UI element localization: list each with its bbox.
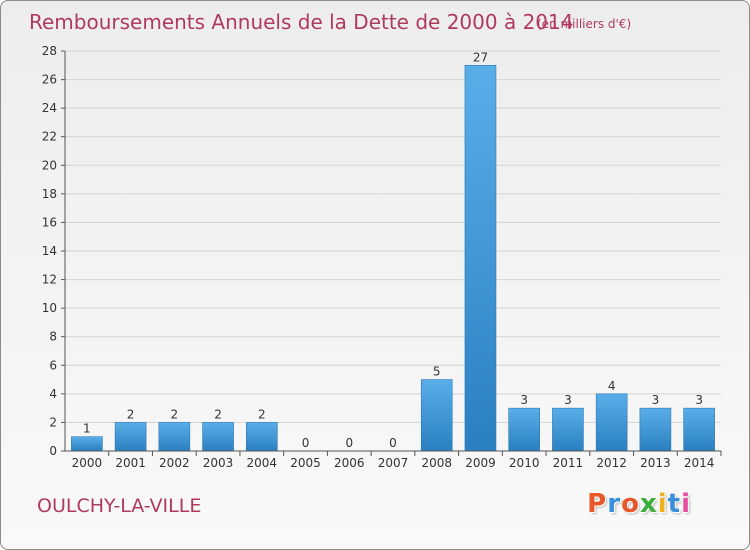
x-tick-label: 2005 (290, 456, 321, 470)
logo-letter: i (681, 489, 691, 519)
chart-title: Remboursements Annuels de la Dette de 20… (29, 10, 573, 34)
bar-2004 (246, 422, 278, 452)
x-tick-label: 2013 (640, 456, 671, 470)
x-tick-label: 2006 (334, 456, 365, 470)
y-tick-label: 2 (49, 415, 57, 429)
y-tick-label: 20 (42, 158, 57, 172)
x-tick-label: 2003 (203, 456, 234, 470)
value-label: 3 (695, 393, 703, 407)
y-tick-label: 0 (49, 444, 57, 458)
y-tick-label: 8 (49, 330, 57, 344)
y-tick-label: 24 (42, 101, 57, 115)
logo-letter: i (657, 489, 668, 519)
logo-letter: o (621, 489, 640, 519)
bar-2008 (420, 379, 453, 452)
value-label: 2 (127, 407, 135, 421)
x-tick-label: 2002 (159, 456, 190, 470)
bar-2003 (202, 422, 234, 452)
value-label: 5 (433, 365, 441, 379)
logo-letter: t (667, 489, 682, 519)
x-tick-label: 2014 (684, 456, 715, 470)
value-label: 3 (652, 393, 660, 407)
y-tick-label: 28 (42, 44, 57, 58)
value-label: 2 (258, 407, 266, 421)
x-tick-label: 2000 (72, 456, 103, 470)
y-tick-label: 4 (49, 387, 57, 401)
grid-lines (65, 50, 721, 423)
y-tick-label: 6 (49, 358, 57, 372)
y-tick-label: 26 (42, 73, 57, 87)
logo-letter: x (639, 489, 658, 519)
bars: 1 2 2 2 2 0 0 0 5 27 3 3 4 3 3 (71, 50, 715, 452)
y-tick-label: 18 (42, 187, 57, 201)
logo-letter: P (587, 489, 608, 519)
bar-2011 (552, 407, 584, 452)
value-label: 0 (389, 436, 397, 450)
x-tick-label: 2012 (596, 456, 627, 470)
y-tick-label: 22 (42, 130, 57, 144)
y-tick-label: 12 (42, 273, 57, 287)
value-label: 2 (214, 407, 222, 421)
y-tick-label: 14 (42, 244, 57, 258)
bar-chart: Remboursements Annuels de la Dette de 20… (29, 10, 722, 470)
y-tick-label: 10 (42, 301, 57, 315)
bar-2000 (71, 436, 103, 452)
value-label: 2 (171, 407, 179, 421)
chart-unit: (en milliers d'€) (537, 17, 631, 31)
value-label: 3 (564, 393, 572, 407)
x-tick-label: 2001 (115, 456, 146, 470)
value-label: 27 (473, 50, 488, 64)
logo-letter: r (607, 489, 622, 519)
value-label: 0 (302, 436, 310, 450)
bar-2012 (595, 393, 628, 452)
x-tick-label: 2011 (553, 456, 584, 470)
bar-2014 (683, 407, 715, 452)
value-label: 3 (520, 393, 528, 407)
commune-name: OULCHY-LA-VILLE (37, 495, 202, 517)
x-tick-label: 2004 (247, 456, 278, 470)
bar-2010 (508, 407, 541, 452)
proxiti-logo: Proxiti (587, 489, 691, 519)
value-label: 0 (345, 436, 353, 450)
bar-2013 (639, 407, 672, 452)
value-label: 1 (83, 422, 91, 436)
x-tick-label: 2009 (465, 456, 496, 470)
y-tick-label: 16 (42, 215, 57, 229)
x-tick-label: 2010 (509, 456, 540, 470)
x-tick-label: 2007 (378, 456, 409, 470)
bar-2001 (114, 422, 147, 452)
bar-2002 (158, 422, 191, 452)
bar-2009 (464, 64, 497, 452)
value-label: 4 (608, 379, 616, 393)
x-tick-label: 2008 (421, 456, 452, 470)
